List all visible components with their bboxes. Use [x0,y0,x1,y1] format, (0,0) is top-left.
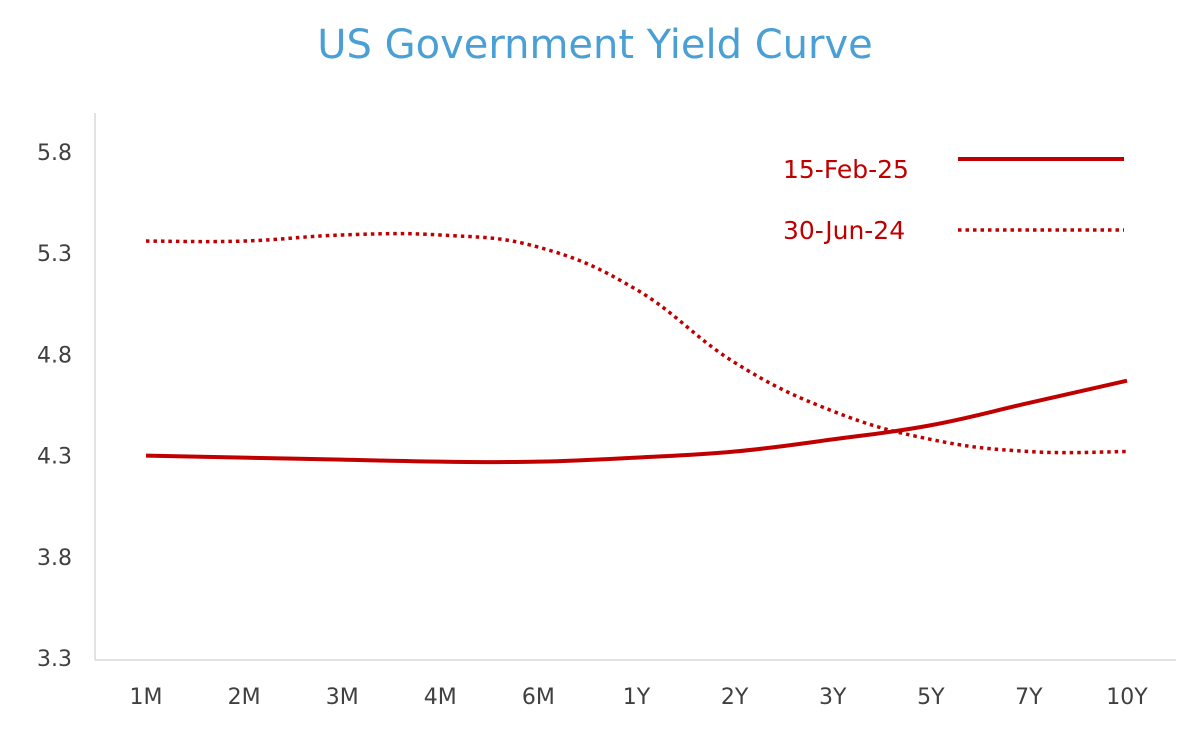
legend-label-2: 30-Jun-24 [783,216,905,245]
series-layer [145,231,1128,465]
x-tick-label: 2Y [721,685,749,710]
x-tick-label: 3Y [819,685,847,710]
series-line-2 [145,231,1128,455]
y-tick-label: 5.8 [37,141,72,166]
x-tick-label: 5Y [917,685,945,710]
series-line-1 [145,378,1128,465]
chart-title: US Government Yield Curve [317,22,873,68]
axes [94,113,1176,661]
x-tick-label: 3M [326,685,359,710]
y-tick-label: 4.8 [37,343,72,368]
y-tick-label: 3.8 [37,546,72,571]
y-tick-labels: 3.3 3.8 4.3 4.8 5.3 5.8 [37,141,72,672]
x-tick-label: 1M [130,685,163,710]
legend-label-1: 15-Feb-25 [783,155,909,184]
y-tick-label: 3.3 [37,647,72,672]
x-tick-label: 6M [522,685,555,710]
x-tick-label: 4M [424,685,457,710]
legend: 15-Feb-25 30-Jun-24 [783,155,1124,245]
x-tick-labels: 1M 2M 3M 4M 6M 1Y 2Y 3Y 5Y 7Y 10Y [130,685,1149,710]
y-tick-label: 5.3 [37,242,72,267]
y-tick-label: 4.3 [37,445,72,470]
x-tick-label: 2M [228,685,261,710]
series-2-point [831,409,835,413]
x-tick-label: 10Y [1106,685,1148,710]
x-tick-label: 7Y [1015,685,1043,710]
x-tick-label: 1Y [623,685,651,710]
